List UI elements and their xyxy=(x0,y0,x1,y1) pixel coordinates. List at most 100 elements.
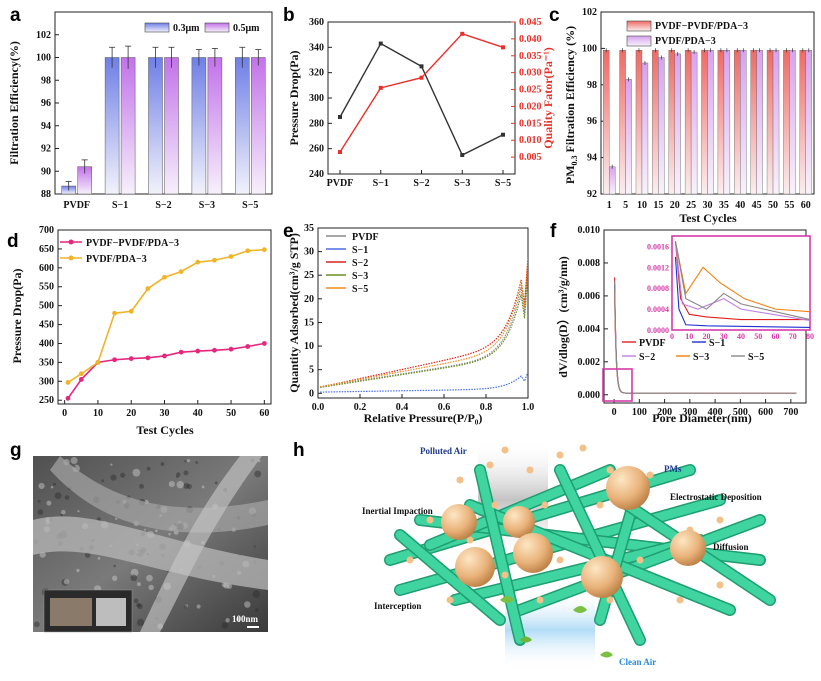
chart-c-legend: PVDF−PVDF/PDA−3 PVDF/PDA−3 xyxy=(626,20,748,47)
d-ytick-500: 500 xyxy=(39,301,54,312)
sem-grain xyxy=(76,568,80,573)
panel-label-b: b xyxy=(283,5,295,26)
leaf-2 xyxy=(573,606,587,613)
small-particle xyxy=(716,581,724,589)
c-bar-1-40 xyxy=(740,50,747,195)
c-bar-1-55 xyxy=(789,50,796,195)
sem-grain xyxy=(223,582,230,589)
sem-grain xyxy=(148,584,154,591)
b-point-left-4 xyxy=(501,132,505,137)
d-point-0-6 xyxy=(162,353,167,359)
small-particle xyxy=(579,444,587,452)
sem-grain xyxy=(110,474,117,481)
e-ytick-25: 25 xyxy=(304,270,314,281)
sem-grain xyxy=(254,470,262,478)
b-y2tick-0.030: 0.030 xyxy=(519,68,542,79)
f-inset-xtick-50: 50 xyxy=(754,332,762,341)
chart-c: 92 94 96 98 100 102 1 5 10 15 20 25 30 35 40 45 50 55 60 P… xyxy=(563,7,815,225)
sem-grain xyxy=(184,605,188,609)
small-particle xyxy=(716,516,724,524)
sem-grain xyxy=(70,456,78,465)
sem-grain xyxy=(143,528,147,531)
c-xtick-25: 25 xyxy=(686,200,696,211)
chart-d-ylabel: Pressure Drop(Pa) xyxy=(10,269,24,364)
f-inset-ytick-0.0016: 0.0016 xyxy=(647,242,669,251)
c-xtick-35: 35 xyxy=(719,200,729,211)
sem-grain xyxy=(146,574,153,582)
panel-label-d: d xyxy=(7,231,19,252)
sem-grain xyxy=(113,564,116,568)
sem-grain xyxy=(253,545,256,548)
sem-grain xyxy=(176,475,179,478)
b-line-left xyxy=(339,42,504,156)
small-particle xyxy=(646,471,654,479)
chart-d-xlabel: Test Cycles xyxy=(136,423,194,437)
c-bar-0-50 xyxy=(766,50,774,195)
f-legend-label-2: S−2 xyxy=(639,352,655,363)
e-line-0 xyxy=(320,263,528,388)
e-ytick-30: 30 xyxy=(304,247,314,258)
b-ytick-360: 360 xyxy=(309,17,324,28)
e-ytick-35: 35 xyxy=(304,223,314,234)
legend-c-swatch-2 xyxy=(626,35,652,47)
sem-grain xyxy=(64,495,70,500)
f-inset-xtick-0: 0 xyxy=(670,332,674,341)
sem-grain xyxy=(225,618,230,623)
f-inset-ytick-0.0008: 0.0008 xyxy=(647,284,669,293)
d-xtick-50: 50 xyxy=(226,408,236,419)
f-inset-line-3 xyxy=(674,241,811,313)
c-ytick-98: 98 xyxy=(587,80,597,91)
c-xtick-10: 10 xyxy=(637,200,647,211)
c-xtick-55: 55 xyxy=(784,200,794,211)
a-bar-0.5μm-S−5 xyxy=(251,57,266,195)
sem-image: 100nm xyxy=(33,456,268,633)
sem-grain xyxy=(252,590,261,598)
sem-grain xyxy=(236,617,241,622)
e-line-1 xyxy=(320,371,528,393)
f-inset-xtick-70: 70 xyxy=(789,332,797,341)
d-xtick-0: 0 xyxy=(62,408,67,419)
sem-grain xyxy=(33,621,40,628)
c-bar-1-15 xyxy=(658,57,665,195)
b-point-right-4 xyxy=(501,45,505,50)
sem-grain xyxy=(132,468,141,477)
chart-a: 88 90 92 94 96 98 100 102 PVDF S−1 S−2 S−3 S−5 Filt… xyxy=(7,11,273,211)
chart-b-ylabel: Pressure Drop(Pa) xyxy=(287,51,301,146)
sem-grain xyxy=(136,602,141,608)
b-xtick-S−3: S−3 xyxy=(454,178,470,189)
e-xtick-0.6: 0.6 xyxy=(438,402,451,413)
e-legend-label-0: PVDF xyxy=(352,232,379,243)
sem-grain xyxy=(221,622,229,629)
legend-d-dot-2 xyxy=(68,255,74,261)
large-particle xyxy=(441,504,477,540)
chart-f-ylabel: dV/dlog(D）(cm³/g/nm) xyxy=(555,256,570,378)
sem-grain xyxy=(176,480,184,489)
a-bar-0.5μm-S−2 xyxy=(164,57,179,195)
d-point-1-1 xyxy=(78,371,84,377)
sem-grain xyxy=(186,483,192,490)
d-ytick-700: 700 xyxy=(39,225,54,236)
small-particle xyxy=(501,571,509,579)
a-xtick-PVDF: PVDF xyxy=(63,200,90,211)
chart-b-y2label: Quality Fator(Pa⁻¹) xyxy=(541,47,555,149)
c-ytick-100: 100 xyxy=(582,43,597,54)
small-particle xyxy=(501,446,509,454)
chart-f-zoom-box xyxy=(602,368,633,402)
chart-b: 240 260 280 300 320 340 360 0.005 0.010 0.015 0.02… xyxy=(287,17,555,189)
sem-grain xyxy=(112,575,118,581)
b-xtick-S−1: S−1 xyxy=(373,178,389,189)
d-ytick-350: 350 xyxy=(39,357,54,368)
d-ytick-550: 550 xyxy=(39,282,54,293)
d-point-0-8 xyxy=(195,348,201,354)
small-particle xyxy=(491,501,499,509)
f-ytick-0.002: 0.002 xyxy=(578,357,601,368)
f-legend-label-0: PVDF xyxy=(639,338,666,349)
b-y2tick-0.025: 0.025 xyxy=(519,85,542,96)
f-xtick-600: 600 xyxy=(758,407,773,418)
f-legend-label-3: S−3 xyxy=(693,352,709,363)
sem-grain xyxy=(186,458,191,463)
chart-e-frame xyxy=(317,227,529,399)
panel-label-g: g xyxy=(10,440,22,461)
f-legend-label-1: S−1 xyxy=(709,338,725,349)
large-particle xyxy=(455,547,495,587)
